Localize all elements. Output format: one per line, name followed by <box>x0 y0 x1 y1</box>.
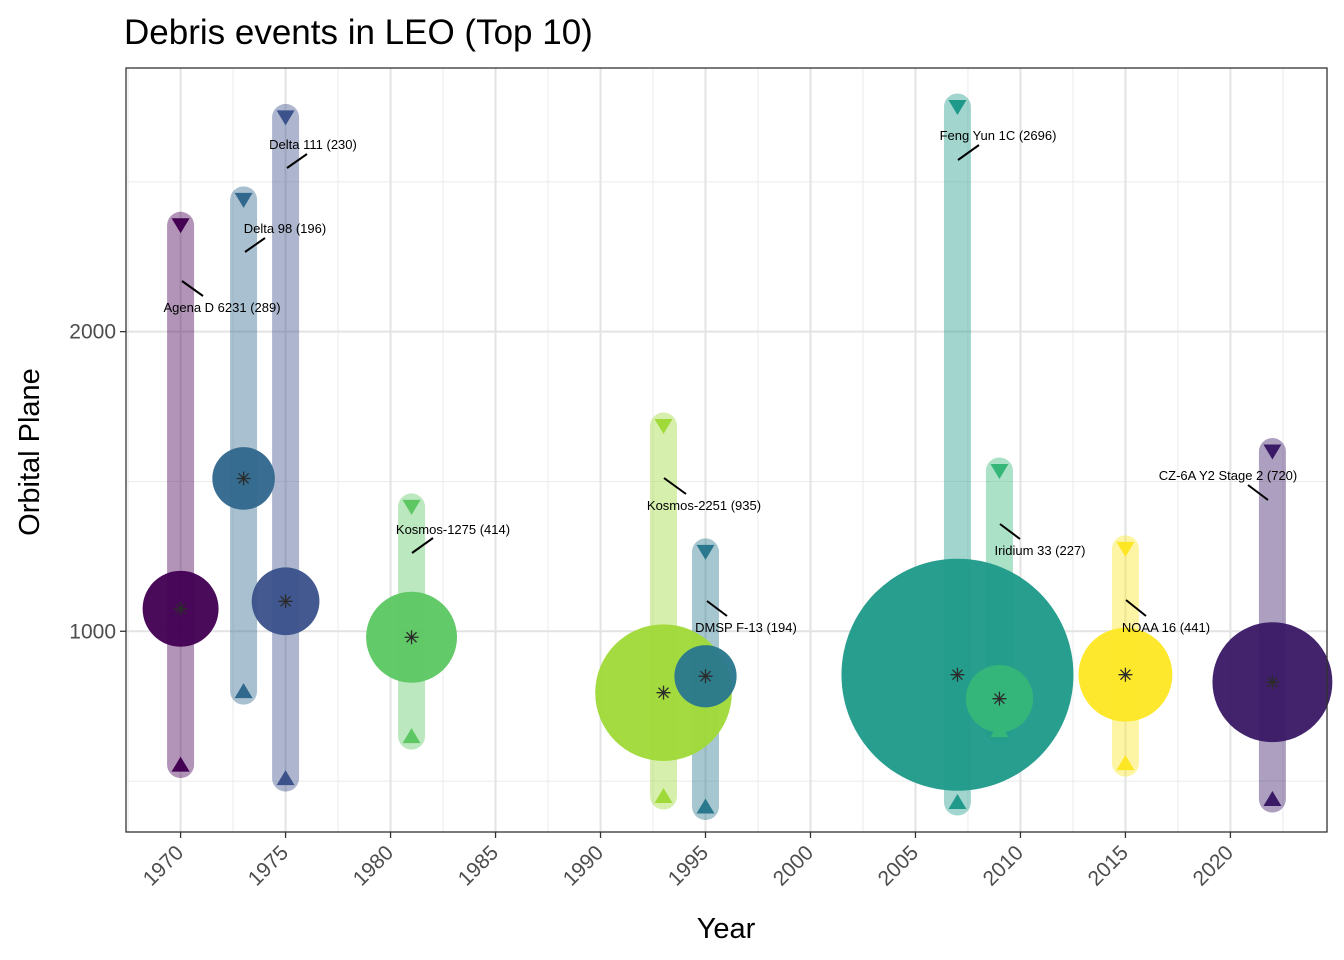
plot-border <box>125 67 1328 833</box>
high-marker <box>171 218 190 234</box>
annotation-connector <box>999 523 1021 540</box>
annotation-connector <box>286 153 308 169</box>
annotation-label: Kosmos-1275 (414) <box>396 522 510 537</box>
center-marker <box>992 691 1007 706</box>
x-tick-label: 2005 <box>874 841 923 890</box>
low-marker <box>654 788 673 804</box>
high-marker <box>402 499 421 515</box>
annotation-connector <box>1247 484 1269 501</box>
annotation-connector <box>244 237 266 253</box>
low-marker <box>1263 791 1282 807</box>
high-marker <box>948 99 967 115</box>
center-marker <box>950 667 965 682</box>
low-marker <box>402 728 421 744</box>
x-tick-label: 2010 <box>979 841 1028 890</box>
y-tick-label: 2000 <box>69 321 116 344</box>
annotation-label: Delta 98 (196) <box>244 221 326 236</box>
annotation-connector <box>706 600 728 617</box>
annotations: Agena D 6231 (289) Delta 98 (196) Delta 11… <box>163 128 1297 635</box>
low-marker <box>276 770 295 786</box>
annotation-label: Delta 111 (230) <box>269 137 357 152</box>
annotation-connector <box>663 477 687 495</box>
annotation-connector <box>1125 599 1147 617</box>
annotation-label: Kosmos-2251 (935) <box>647 498 761 513</box>
annotation-label: Agena D 6231 (289) <box>163 300 280 315</box>
center-marker <box>404 630 419 645</box>
low-marker <box>990 722 1009 738</box>
x-tick-label: 1985 <box>454 841 503 890</box>
center-marker <box>236 471 251 486</box>
low-marker <box>948 794 967 810</box>
annotation-connector <box>957 144 980 161</box>
annotation-label: DMSP F-13 (194) <box>695 620 797 635</box>
x-tick-label: 1995 <box>664 841 713 890</box>
high-marker <box>1116 541 1135 557</box>
low-marker <box>171 756 190 772</box>
center-marker <box>173 601 188 616</box>
annotation-connector <box>181 280 204 297</box>
annotation-connector <box>411 537 434 554</box>
center-marker <box>1265 675 1280 690</box>
high-marker <box>654 419 673 435</box>
x-tick-label: 1990 <box>559 841 608 890</box>
annotation-label: Iridium 33 (227) <box>994 543 1085 558</box>
high-marker <box>276 110 295 126</box>
high-marker <box>1263 444 1282 460</box>
center-marker <box>656 685 671 700</box>
chart-title: Debris events in LEO (Top 10) <box>124 13 593 52</box>
low-marker <box>696 798 715 814</box>
low-marker <box>234 683 253 699</box>
x-tick-label: 1970 <box>139 841 188 890</box>
x-tick-label: 2000 <box>769 841 818 890</box>
annotation-label: Feng Yun 1C (2696) <box>940 128 1057 143</box>
x-tick-label: 2015 <box>1084 841 1133 890</box>
high-marker <box>696 544 715 560</box>
low-marker <box>1116 755 1135 771</box>
x-tick-label: 2020 <box>1189 841 1238 890</box>
x-tick-label: 1975 <box>244 841 293 890</box>
annotation-label: CZ-6A Y2 Stage 2 (720) <box>1159 468 1298 483</box>
markers <box>171 99 1282 814</box>
annotation-label: NOAA 16 (441) <box>1122 620 1210 635</box>
x-axis-title: Year <box>697 913 756 945</box>
y-tick-label: 1000 <box>69 620 116 643</box>
center-marker <box>278 594 293 609</box>
y-axis-title: Orbital Plane <box>14 368 46 536</box>
x-tick-label: 1980 <box>349 841 398 890</box>
high-marker <box>990 463 1009 479</box>
high-marker <box>234 192 253 208</box>
center-marker <box>698 669 713 684</box>
center-marker <box>1118 667 1133 682</box>
